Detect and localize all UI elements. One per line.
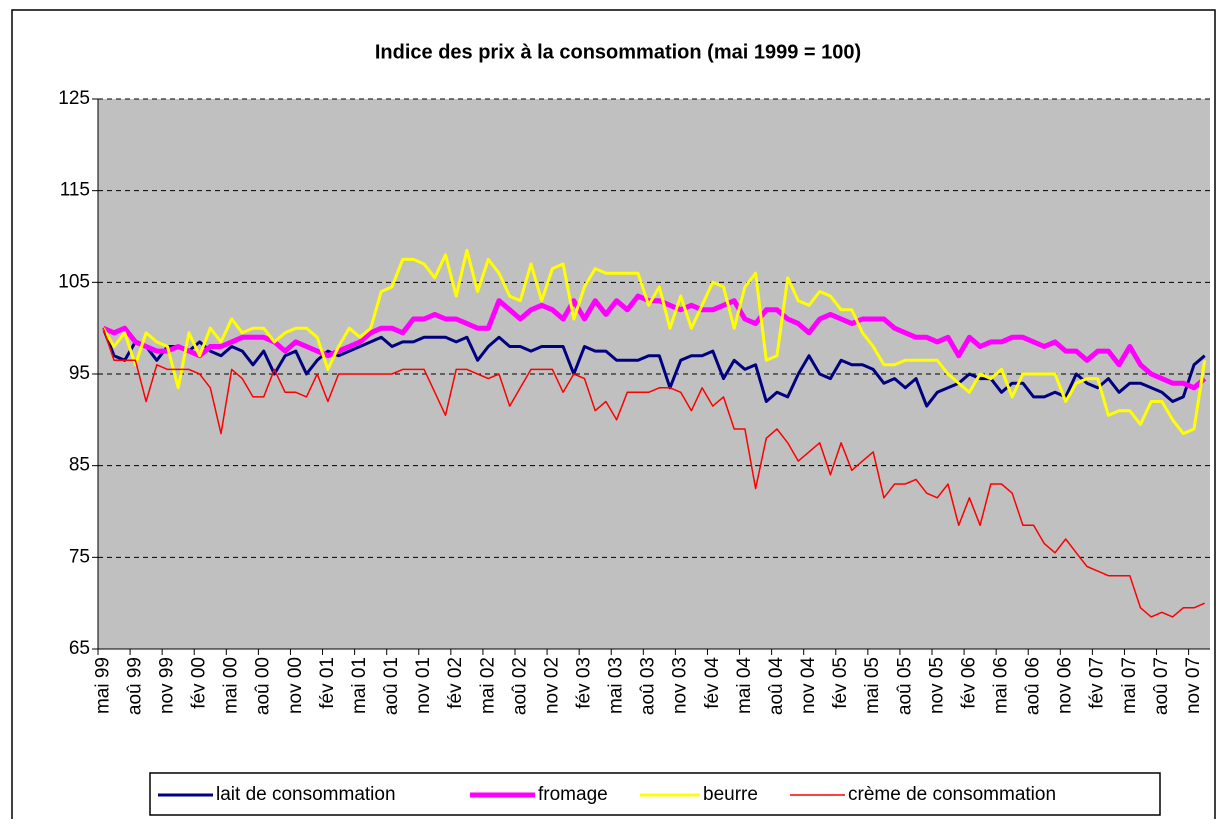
x-tick-label: fév 07: [1087, 657, 1108, 709]
x-tick-label: aoû 04: [766, 657, 787, 716]
x-tick-label: nov 04: [798, 657, 819, 714]
y-tick-label: 65: [69, 638, 90, 659]
x-tick-label: aoû 02: [509, 657, 530, 715]
x-tick-label: nov 00: [285, 657, 306, 714]
legend-label: lait de consommation: [216, 784, 396, 805]
x-tick-label: fév 03: [574, 657, 595, 709]
x-tick-label: nov 01: [413, 657, 434, 714]
x-tick-label: aoû 06: [1023, 657, 1044, 715]
x-tick-label: nov 06: [1055, 657, 1076, 714]
x-tick-label: mai 05: [862, 657, 883, 714]
y-tick-label: 95: [69, 363, 90, 384]
x-tick-label: mai 07: [1119, 657, 1140, 714]
x-tick-label: mai 00: [221, 657, 242, 714]
x-tick-label: aoû 99: [124, 657, 145, 715]
y-tick-label: 115: [60, 180, 90, 201]
x-tick-label: mai 04: [734, 657, 755, 714]
x-tick-label: nov 99: [157, 657, 178, 714]
chart-title: Indice des prix à la consommation (mai 1…: [375, 41, 861, 63]
x-tick-label: mai 02: [477, 657, 498, 714]
x-tick-label: aoû 05: [894, 657, 915, 715]
x-tick-label: nov 05: [926, 657, 947, 714]
x-tick-label: aoû 01: [381, 657, 402, 715]
x-tick-label: aoû 00: [253, 657, 274, 715]
x-tick-label: mai 99: [92, 657, 113, 714]
x-tick-label: fév 00: [189, 657, 210, 709]
x-tick-label: fév 04: [702, 657, 723, 709]
series-line: [102, 248, 1207, 436]
y-tick-label: 85: [69, 455, 90, 476]
x-tick-label: nov 02: [541, 657, 562, 714]
x-tick-label: fév 01: [317, 657, 338, 709]
x-tick-label: mai 06: [991, 657, 1012, 714]
x-tick-label: aoû 07: [1151, 657, 1172, 715]
x-tick-label: mai 01: [349, 657, 370, 714]
series-line: [101, 327, 1206, 408]
legend-label: crème de consommation: [848, 784, 1056, 805]
x-tick-label: nov 07: [1183, 657, 1204, 714]
y-tick-label: 105: [58, 271, 90, 292]
legend-label: beurre: [703, 784, 758, 805]
x-tick-label: mai 03: [606, 657, 627, 714]
legend-label: fromage: [538, 784, 608, 805]
x-tick-label: fév 02: [445, 657, 466, 709]
series-line: [102, 327, 1205, 618]
series-line: [102, 293, 1207, 391]
x-tick-label: nov 03: [670, 657, 691, 714]
y-tick-label: 75: [69, 546, 90, 567]
y-tick-label: 125: [58, 88, 90, 109]
x-tick-label: fév 06: [958, 657, 979, 709]
x-tick-label: aoû 03: [638, 657, 659, 715]
x-tick-label: fév 05: [830, 657, 851, 709]
